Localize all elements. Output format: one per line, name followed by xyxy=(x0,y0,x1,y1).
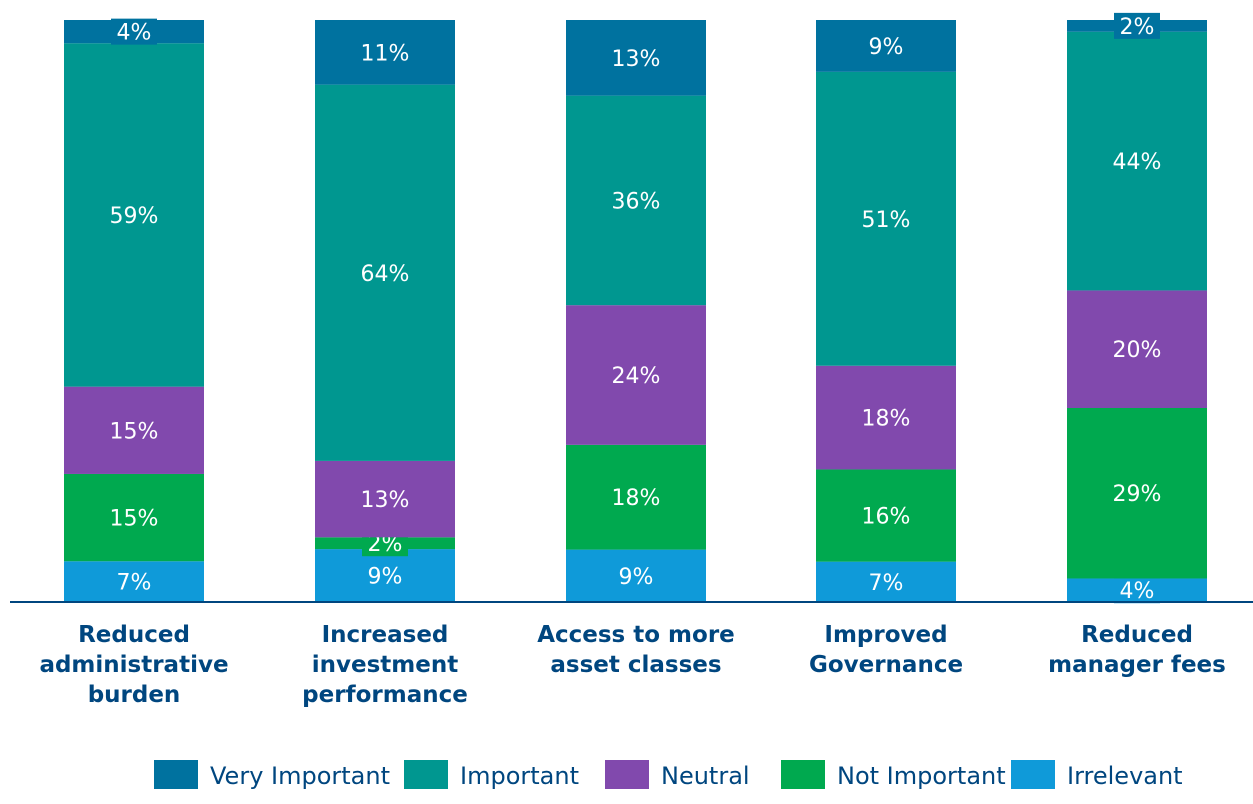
legend-swatch-very-important xyxy=(154,760,198,789)
bar-segment-very-important xyxy=(816,20,956,72)
bar-segment-important xyxy=(816,71,956,366)
segment-value-label: 64% xyxy=(361,262,410,287)
segment-label-box xyxy=(1114,577,1160,604)
category-label: Improved Governance xyxy=(809,622,963,678)
segment-value-label: 59% xyxy=(110,204,159,229)
bar-segment-irrelevant xyxy=(64,561,204,602)
segment-value-label: 44% xyxy=(1113,150,1162,175)
category-label: Access to more asset classes xyxy=(537,622,735,678)
segment-value-label: 51% xyxy=(862,208,911,233)
segment-value-label: 15% xyxy=(110,507,159,532)
legend-swatch-important xyxy=(404,760,448,789)
segment-label-box xyxy=(111,18,157,45)
bar-segment-not-important xyxy=(566,444,706,550)
category-label: Reduced administrative burden xyxy=(39,622,228,708)
legend-label-irrelevant: Irrelevant xyxy=(1067,762,1183,790)
segment-label-box xyxy=(1114,12,1160,39)
bar-segment-very-important xyxy=(566,20,706,96)
legend-label-neutral: Neutral xyxy=(661,762,750,790)
bar-segment-neutral xyxy=(1067,290,1207,408)
bar-segment-important xyxy=(1067,31,1207,291)
segment-value-label: 15% xyxy=(110,419,159,444)
segment-value-label: 13% xyxy=(612,47,661,72)
legend-swatch-neutral xyxy=(605,760,649,789)
segment-value-label: 20% xyxy=(1113,338,1162,363)
segment-value-label: 7% xyxy=(117,571,152,596)
segment-value-label: 9% xyxy=(869,35,904,60)
bar-segment-important xyxy=(566,95,706,306)
segment-value-label: 36% xyxy=(612,189,661,214)
bar-segment-important xyxy=(315,84,455,461)
bar-segment-neutral xyxy=(64,386,204,474)
segment-value-label: 9% xyxy=(619,565,654,590)
bar-segment-irrelevant xyxy=(566,549,706,602)
legend-label-very-important: Very Important xyxy=(210,762,390,790)
bar-segment-neutral xyxy=(315,460,455,538)
bar-segment-neutral xyxy=(816,365,956,470)
category-label: Reduced manager fees xyxy=(1048,622,1226,678)
bar-segment-important xyxy=(64,43,204,387)
legend-swatch-irrelevant xyxy=(1011,760,1055,789)
bars-layer: 7% 15% 15% 59% 4% 9% 2% 13% 64% 11% 9% 18% 24% 36% 13%… xyxy=(64,12,1207,604)
segment-value-label: 13% xyxy=(361,488,410,513)
segment-value-label: 2% xyxy=(1120,15,1155,40)
legend-label-important: Important xyxy=(460,762,579,790)
segment-value-label: 4% xyxy=(1120,579,1155,604)
bar-segment-not-important xyxy=(64,473,204,562)
segment-value-label: 9% xyxy=(368,565,403,590)
segment-value-label: 16% xyxy=(862,505,911,530)
segment-value-label: 4% xyxy=(117,21,152,46)
legend: Very Important Important Neutral Not Import… xyxy=(154,760,1183,790)
bar-segment-irrelevant xyxy=(315,549,455,602)
category-label: Increased investment performance xyxy=(302,622,468,708)
segment-value-label: 18% xyxy=(862,407,911,432)
segment-value-label: 7% xyxy=(869,571,904,596)
legend-label-not-important: Not Important xyxy=(837,762,1006,790)
bar-segment-neutral xyxy=(566,305,706,445)
segment-value-label: 18% xyxy=(612,486,661,511)
bar-segment-not-important xyxy=(1067,408,1207,579)
category-labels: Reduced administrative burden Increased inve… xyxy=(39,622,1225,708)
segment-value-label: 29% xyxy=(1113,482,1162,507)
legend-swatch-not-important xyxy=(781,760,825,789)
segment-value-label: 11% xyxy=(361,41,410,66)
bar-segment-irrelevant xyxy=(816,561,956,602)
segment-value-label: 24% xyxy=(612,364,661,389)
bar-segment-not-important xyxy=(816,469,956,562)
bar-segment-very-important xyxy=(315,20,455,85)
